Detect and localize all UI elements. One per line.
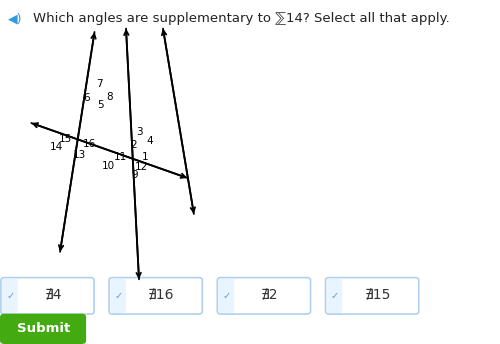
- Text: 5: 5: [98, 100, 104, 110]
- Text: 3: 3: [136, 127, 142, 138]
- FancyBboxPatch shape: [0, 314, 86, 344]
- Text: 12: 12: [134, 162, 148, 172]
- Text: 10: 10: [102, 161, 115, 172]
- FancyBboxPatch shape: [326, 278, 418, 314]
- FancyBboxPatch shape: [110, 279, 126, 313]
- Text: 14: 14: [50, 142, 63, 152]
- Text: ∄16: ∄16: [148, 289, 174, 303]
- Text: 8: 8: [106, 92, 113, 102]
- FancyBboxPatch shape: [218, 278, 310, 314]
- Text: 2: 2: [130, 140, 136, 150]
- Text: ✓: ✓: [6, 291, 14, 301]
- Text: ✓: ✓: [114, 291, 122, 301]
- Text: Which angles are supplementary to ⅀14? Select all that apply.: Which angles are supplementary to ⅀14? S…: [33, 12, 450, 25]
- FancyBboxPatch shape: [218, 279, 234, 313]
- FancyBboxPatch shape: [1, 278, 94, 314]
- Text: ∄15: ∄15: [364, 289, 391, 303]
- Text: 15: 15: [58, 134, 72, 144]
- Text: 9: 9: [132, 170, 138, 180]
- Text: 4: 4: [147, 136, 154, 146]
- Text: 7: 7: [96, 79, 102, 89]
- Text: ◀): ◀): [8, 12, 22, 25]
- Text: 11: 11: [114, 151, 127, 162]
- Text: ∄4: ∄4: [44, 289, 62, 303]
- Text: ∄2: ∄2: [260, 289, 278, 303]
- Text: ✓: ✓: [330, 291, 339, 301]
- Text: 1: 1: [142, 152, 148, 162]
- FancyBboxPatch shape: [2, 279, 18, 313]
- FancyBboxPatch shape: [327, 279, 342, 313]
- Text: 16: 16: [82, 139, 96, 150]
- FancyBboxPatch shape: [109, 278, 202, 314]
- Text: ✓: ✓: [222, 291, 230, 301]
- Text: Submit: Submit: [16, 322, 70, 335]
- Text: 13: 13: [73, 150, 86, 161]
- Text: 6: 6: [84, 93, 90, 103]
